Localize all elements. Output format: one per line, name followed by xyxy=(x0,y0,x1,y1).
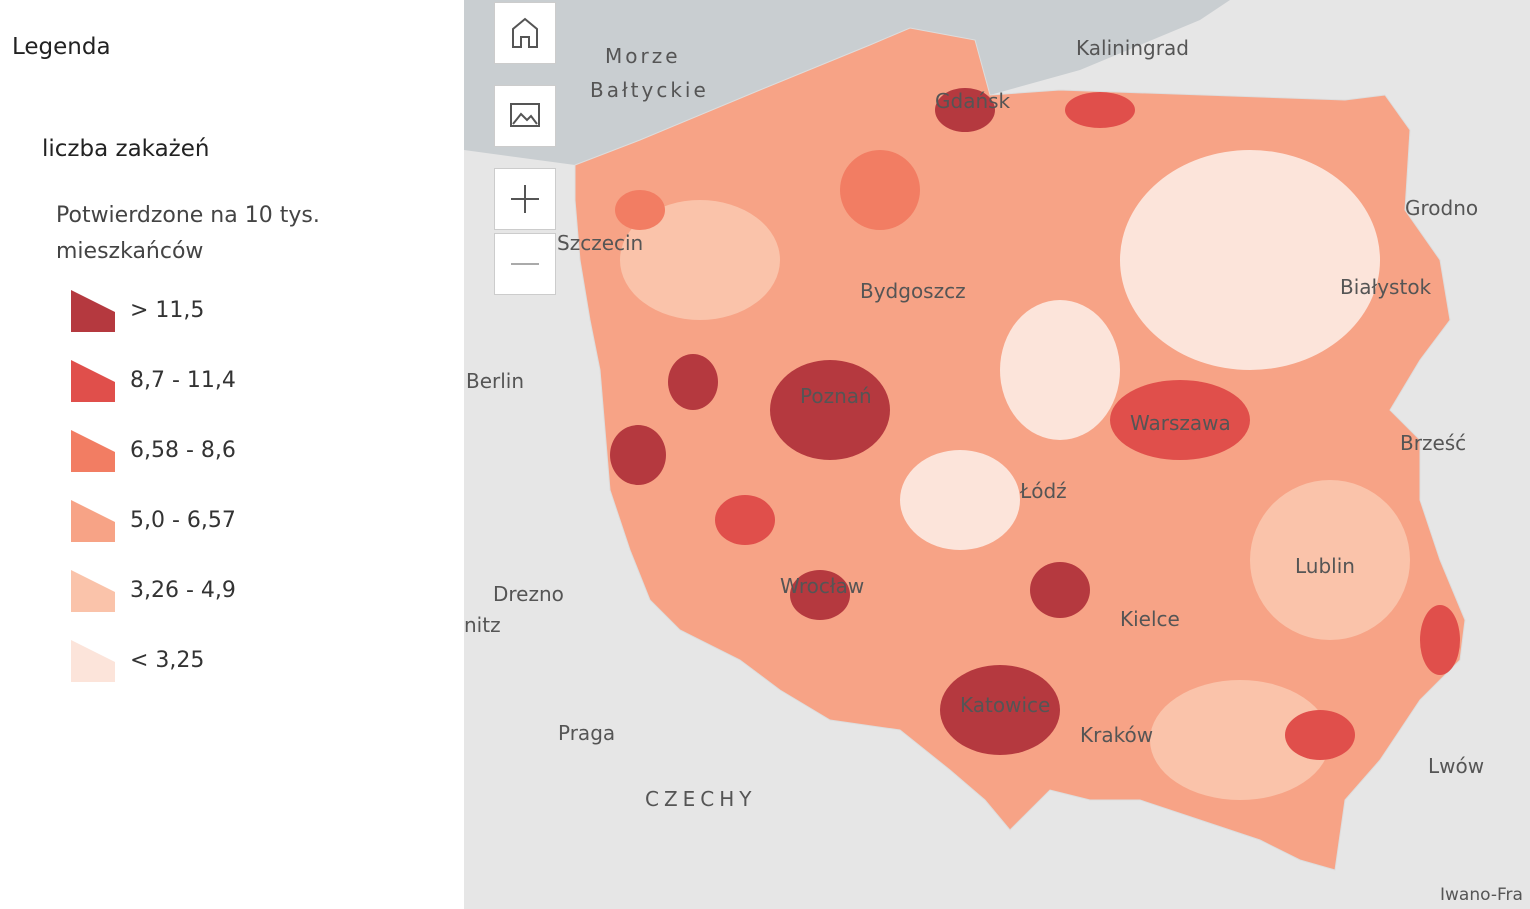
legend-swatch xyxy=(71,570,115,612)
home-icon xyxy=(512,17,538,48)
basemap-icon xyxy=(510,103,540,127)
place-label: Iwano-Fra xyxy=(1440,885,1523,905)
place-label: Bałtyckie xyxy=(590,78,709,102)
legend-label: 6,58 - 8,6 xyxy=(130,438,236,463)
basemap-button[interactable] xyxy=(494,85,556,147)
place-label: Gdańsk xyxy=(935,89,1011,113)
place-label: Kaliningrad xyxy=(1076,36,1189,60)
swatch-shape xyxy=(71,500,115,542)
place-label: nitz xyxy=(464,613,501,637)
place-label: Berlin xyxy=(466,369,524,393)
sea xyxy=(464,0,1230,165)
region-patches xyxy=(610,88,1460,800)
place-label: Poznań xyxy=(800,384,872,408)
legend-label: 8,7 - 11,4 xyxy=(130,368,236,393)
place-label: Morze xyxy=(605,44,681,68)
field-label: Potwierdzone na 10 tys. mieszkańców xyxy=(56,203,320,264)
place-label: Drezno xyxy=(493,582,564,606)
layer-title: liczba zakażeń xyxy=(42,136,210,162)
place-label: Kraków xyxy=(1080,723,1153,747)
map: Morze Bałtyckie Kaliningrad Gdańsk Grodn… xyxy=(464,0,1530,909)
swatch-shape xyxy=(71,360,115,402)
place-label: Białystok xyxy=(1340,275,1432,299)
place-label: Praga xyxy=(558,721,615,745)
zoom-out-button[interactable] xyxy=(494,233,556,295)
legend-label: > 11,5 xyxy=(130,298,205,323)
place-label: Wrocław xyxy=(780,574,864,598)
plus-icon xyxy=(511,185,539,213)
place-label: Grodno xyxy=(1405,196,1478,220)
home-button[interactable] xyxy=(494,2,556,64)
place-label: Warszawa xyxy=(1130,411,1231,435)
legend-swatch xyxy=(71,430,115,472)
zoom-in-button[interactable] xyxy=(494,168,556,230)
legend-title: Legenda xyxy=(12,34,111,60)
place-label: Szczecin xyxy=(557,231,643,255)
place-label: Lublin xyxy=(1295,554,1355,578)
place-label: Bydgoszcz xyxy=(860,279,966,303)
swatch-shape xyxy=(71,430,115,472)
legend-label: 5,0 - 6,57 xyxy=(130,508,236,533)
legend-swatch xyxy=(71,290,115,332)
minus-icon xyxy=(511,263,539,265)
legend-swatch xyxy=(71,360,115,402)
place-label: CZECHY xyxy=(645,787,757,811)
swatch-shape xyxy=(71,290,115,332)
place-label: Łódź xyxy=(1019,479,1067,503)
swatch-shape xyxy=(71,640,115,682)
legend-label: 3,26 - 4,9 xyxy=(130,578,236,603)
legend-swatch xyxy=(71,500,115,542)
place-label: Brześć xyxy=(1400,431,1466,455)
legend-panel: Legenda liczba zakażeń Potwierdzone na 1… xyxy=(0,0,464,909)
place-label: Kielce xyxy=(1120,607,1180,631)
swatch-shape xyxy=(71,570,115,612)
legend-label: < 3,25 xyxy=(130,648,205,673)
legend-swatch xyxy=(71,640,115,682)
place-label: Katowice xyxy=(960,693,1050,717)
place-label: Lwów xyxy=(1428,754,1484,778)
